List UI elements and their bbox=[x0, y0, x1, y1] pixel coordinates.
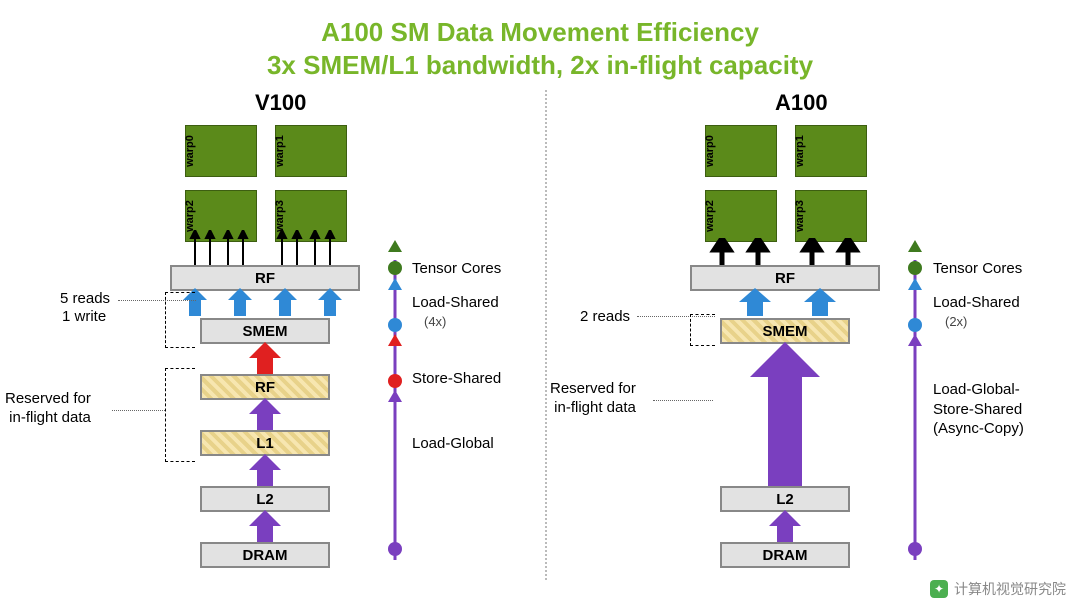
l2-block: L2 bbox=[200, 486, 330, 512]
store-shared-dot bbox=[388, 374, 402, 388]
a100-legend-line bbox=[900, 240, 930, 570]
tensor-dot bbox=[908, 261, 922, 275]
warp: warp3 bbox=[795, 190, 867, 242]
title-line2: 3x SMEM/L1 bandwidth, 2x in-flight capac… bbox=[0, 49, 1080, 82]
legend-label: Tensor Cores bbox=[933, 260, 1022, 277]
title-line1: A100 SM Data Movement Efficiency bbox=[0, 16, 1080, 49]
dram-block: DRAM bbox=[200, 542, 330, 568]
tensor-dot bbox=[388, 261, 402, 275]
dram-block: DRAM bbox=[720, 542, 850, 568]
write-label: 1 write bbox=[62, 308, 106, 325]
load-shared-dot bbox=[388, 318, 402, 332]
load-shared-arrows bbox=[175, 288, 355, 318]
a100-title: A100 bbox=[775, 90, 828, 116]
a100-column: A100 warp0 warp1 warp2 warp3 RF SMEM L2 … bbox=[545, 90, 1080, 590]
store-shared-arrow bbox=[245, 342, 285, 374]
warp: warp1 bbox=[275, 125, 347, 177]
reserved-label: Reserved for in-flight data bbox=[5, 390, 91, 428]
v100-legend-line bbox=[380, 240, 410, 570]
rf-to-warp-arrows bbox=[700, 238, 880, 268]
wechat-icon: ✦ bbox=[930, 580, 948, 598]
load-shared-arrows bbox=[725, 288, 865, 318]
legend-label: Load-Shared bbox=[933, 294, 1020, 311]
warp: warp2 bbox=[705, 190, 777, 242]
reserved-label: Reserved for in-flight data bbox=[550, 380, 636, 418]
watermark: ✦ 计算机视觉研究院 bbox=[930, 579, 1066, 599]
legend-label: Load-Global- Store-Shared (Async-Copy) bbox=[933, 380, 1024, 439]
load-global-arrow-2 bbox=[245, 454, 285, 486]
load-global-arrow-3 bbox=[245, 510, 285, 542]
reads-label: 2 reads bbox=[580, 308, 630, 325]
v100-column: V100 warp0 warp1 warp2 warp3 RF SMEM bbox=[0, 90, 545, 590]
smem-block: SMEM bbox=[720, 318, 850, 344]
l1-block: L1 bbox=[200, 430, 330, 456]
smem-block: SMEM bbox=[200, 318, 330, 344]
reads-label: 5 reads bbox=[60, 290, 110, 307]
load-global-arrow bbox=[765, 510, 805, 542]
rf-hatched-block: RF bbox=[200, 374, 330, 400]
warp: warp1 bbox=[795, 125, 867, 177]
legend-sub: (2x) bbox=[945, 314, 967, 329]
load-global-arrow-1 bbox=[245, 398, 285, 430]
warp: warp0 bbox=[705, 125, 777, 177]
legend-label: Load-Global bbox=[412, 435, 494, 452]
load-global-dot bbox=[908, 542, 922, 556]
legend-sub: (4x) bbox=[424, 314, 446, 329]
legend-label: Load-Shared bbox=[412, 294, 499, 311]
v100-title: V100 bbox=[255, 90, 306, 116]
load-shared-dot bbox=[908, 318, 922, 332]
legend-label: Tensor Cores bbox=[412, 260, 501, 277]
warp: warp0 bbox=[185, 125, 257, 177]
l2-block: L2 bbox=[720, 486, 850, 512]
load-global-dot bbox=[388, 542, 402, 556]
legend-label: Store-Shared bbox=[412, 370, 501, 387]
async-copy-arrow bbox=[740, 342, 830, 487]
rf-to-warp-arrows bbox=[180, 230, 360, 265]
